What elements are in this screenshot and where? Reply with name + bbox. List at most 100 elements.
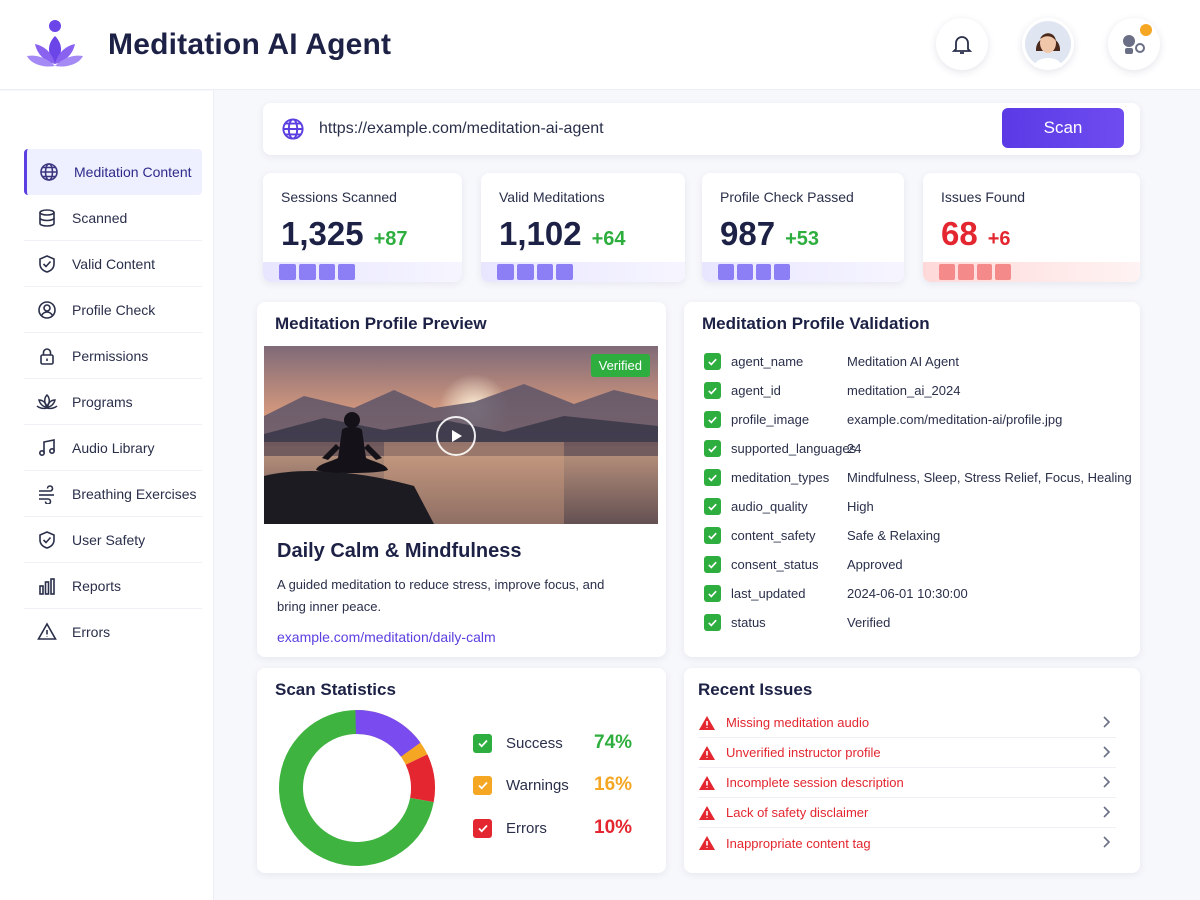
legend-label: Success <box>506 734 563 752</box>
profile-validation-card: Meditation Profile Validation agent_name… <box>684 302 1140 657</box>
stat-label: Profile Check Passed <box>720 189 854 205</box>
sidebar-item-label: Reports <box>72 577 122 594</box>
check-icon <box>704 555 721 573</box>
bell-icon <box>951 36 973 54</box>
stat-value: 987 +53 <box>720 215 819 252</box>
sidebar-item-profile-check[interactable]: Profile Check <box>24 287 202 333</box>
profile-preview-card: Meditation Profile Preview <box>257 302 666 657</box>
scan-button[interactable]: Scan <box>1002 108 1124 148</box>
sidebar-item-label: Permissions <box>72 347 149 364</box>
url-input[interactable]: https://example.com/meditation-ai-agent <box>319 120 604 137</box>
validation-key: agent_id <box>731 382 781 398</box>
user-circle-icon <box>36 299 58 321</box>
preview-link[interactable]: example.com/meditation/daily-calm <box>277 629 496 645</box>
validation-key: supported_languages <box>731 440 857 456</box>
validation-value: meditation_ai_2024 <box>847 382 961 398</box>
issue-row[interactable]: Inappropriate content tag <box>698 828 1116 858</box>
play-button[interactable] <box>436 416 476 456</box>
sidebar-item-errors[interactable]: Errors <box>24 609 202 655</box>
legend-value: 10% <box>594 817 633 838</box>
stat-delta: +64 <box>591 228 626 250</box>
check-icon <box>704 584 721 602</box>
wind-icon <box>36 483 58 505</box>
sidebar-item-programs[interactable]: Programs <box>24 379 202 425</box>
legend-success: Success 74% <box>473 732 632 754</box>
validation-value: High <box>847 498 874 514</box>
warning-icon <box>36 621 58 643</box>
sidebar-item-reports[interactable]: Reports <box>24 563 202 609</box>
validation-row: profile_image example.com/meditation-ai/p… <box>704 408 1062 430</box>
notifications-button[interactable] <box>936 18 988 70</box>
preview-title: Daily Calm & Mindfulness <box>277 540 522 562</box>
stat-card-profile-check-passed: Profile Check Passed 987 +53 <box>702 173 904 282</box>
validation-key: meditation_types <box>731 469 830 485</box>
play-icon <box>452 430 462 442</box>
sidebar-item-breathing-exercises[interactable]: Breathing Exercises <box>24 471 202 517</box>
stat-progress-bar <box>923 262 1140 282</box>
legend-value: 16% <box>594 774 633 795</box>
validation-key: last_updated <box>731 585 806 601</box>
stat-label: Issues Found <box>941 189 1026 205</box>
stat-label: Sessions Scanned <box>281 189 397 205</box>
sidebar-item-meditation-content[interactable]: Meditation Content <box>24 149 202 195</box>
sidebar-item-label: Breathing Exercises <box>72 485 197 502</box>
validation-key: consent_status <box>731 556 819 572</box>
sidebar-item-label: User Safety <box>72 531 146 548</box>
issue-row[interactable]: Incomplete session description <box>698 768 1116 798</box>
verified-badge: Verified <box>590 354 650 377</box>
preview-description: A guided meditation to reduce stress, im… <box>277 577 605 614</box>
sidebar-item-label: Errors <box>72 624 111 640</box>
validation-row: content_safety Safe & Relaxing <box>704 524 940 546</box>
issue-text: Incomplete session description <box>726 775 904 790</box>
sidebar-item-label: Scanned <box>72 209 128 226</box>
validation-value: 24 <box>847 440 862 456</box>
scan-statistics-card: Scan Statistics Success 74% Warnings 16%… <box>257 668 666 873</box>
donut-slice-success <box>279 710 434 866</box>
issue-row[interactable]: Missing meditation audio <box>698 708 1116 738</box>
validation-key: agent_name <box>731 353 804 369</box>
sidebar-item-user-safety[interactable]: User Safety <box>24 517 202 563</box>
sidebar-nav: Meditation Content Scanned Valid Content… <box>24 149 202 655</box>
validation-row: agent_id meditation_ai_2024 <box>704 379 960 401</box>
meditation-preview-image[interactable]: Verified <box>264 346 658 524</box>
sidebar-item-permissions[interactable]: Permissions <box>24 333 202 379</box>
issue-row[interactable]: Lack of safety disclaimer <box>698 798 1116 828</box>
app-title: Meditation AI Agent <box>108 27 392 61</box>
lock-icon <box>36 345 58 367</box>
validation-row: consent_status Approved <box>704 553 903 575</box>
chevron-right-icon <box>1103 746 1111 758</box>
stat-delta: +87 <box>373 228 408 250</box>
sidebar-item-audio-library[interactable]: Audio Library <box>24 425 202 471</box>
stat-delta: +6 <box>987 228 1011 250</box>
stat-card-sessions-scanned: Sessions Scanned 1,325 +87 <box>263 173 462 282</box>
globe-icon <box>282 118 304 140</box>
validation-value: Approved <box>847 556 903 572</box>
recent-issues-card: Recent Issues Missing meditation audio Un… <box>684 668 1140 873</box>
shield-check-icon <box>36 529 58 551</box>
stat-value: 1,325 +87 <box>281 215 408 252</box>
validation-row: meditation_types Mindfulness, Sleep, Stre… <box>704 466 1132 488</box>
issue-row[interactable]: Unverified instructor profile <box>698 738 1116 768</box>
check-icon <box>704 613 721 631</box>
validation-row: agent_name Meditation AI Agent <box>704 350 959 372</box>
section-title: Recent Issues <box>698 680 813 699</box>
user-settings-icon <box>1123 35 1145 54</box>
user-avatar[interactable] <box>1022 18 1074 70</box>
sidebar-item-valid-content[interactable]: Valid Content <box>24 241 202 287</box>
stat-progress-bar <box>481 262 685 282</box>
sidebar-item-label: Valid Content <box>72 255 156 272</box>
legend-label: Warnings <box>506 776 569 794</box>
stat-progress-bar <box>263 262 462 282</box>
check-icon <box>473 818 492 838</box>
check-icon <box>704 497 721 515</box>
warning-icon <box>699 836 715 850</box>
legend-value: 74% <box>594 732 633 753</box>
issue-text: Lack of safety disclaimer <box>726 805 869 820</box>
sidebar-item-label: Profile Check <box>72 301 156 318</box>
warning-icon <box>699 745 715 760</box>
sidebar-item-scanned[interactable]: Scanned <box>24 195 202 241</box>
settings-button[interactable] <box>1108 18 1160 70</box>
check-icon <box>704 468 721 486</box>
music-note-icon <box>36 437 58 459</box>
chevron-right-icon <box>1103 776 1111 788</box>
